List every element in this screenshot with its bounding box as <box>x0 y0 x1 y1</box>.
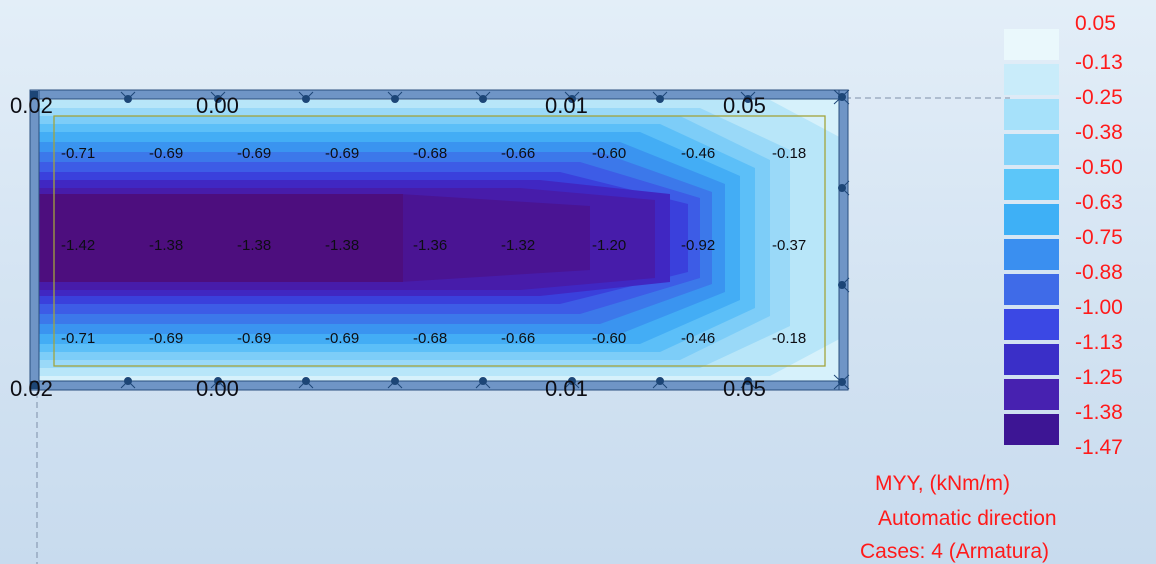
node-value: -0.18 <box>772 330 806 347</box>
node-value: -0.69 <box>237 330 271 347</box>
legend-level-label: -1.00 <box>1075 296 1123 319</box>
node-value: -0.69 <box>237 145 271 162</box>
edge-value-bottom: 0.02 <box>10 376 53 401</box>
supports-left <box>30 91 38 389</box>
node-value: -1.42 <box>61 237 95 254</box>
legend-swatch <box>1004 169 1059 200</box>
support-icon <box>298 91 314 103</box>
plate-edge-left[interactable] <box>29 89 40 391</box>
node-value: -0.37 <box>772 237 806 254</box>
support-icon <box>120 377 136 389</box>
legend-level-label: -1.38 <box>1075 401 1123 424</box>
legend-swatch <box>1004 344 1059 375</box>
plate-edge-right[interactable] <box>838 89 849 391</box>
node-value: -0.18 <box>772 145 806 162</box>
node-value: -0.66 <box>501 330 535 347</box>
support-icon <box>833 89 850 105</box>
legend-swatch <box>1004 239 1059 270</box>
legend-level-label: 0.05 <box>1075 12 1116 35</box>
legend-level-label: -1.25 <box>1075 366 1123 389</box>
support-icon <box>475 91 491 103</box>
legend-level-label: -1.13 <box>1075 331 1123 354</box>
node-values: -0.71 -0.69 -0.69 -0.69 -0.68 -0.66 -0.6… <box>61 145 806 347</box>
legend-swatch <box>1004 134 1059 165</box>
node-value: -0.71 <box>61 330 95 347</box>
legend-level-label: -0.25 <box>1075 86 1123 109</box>
supports-bottom <box>120 377 756 389</box>
legend-swatch <box>1004 204 1059 235</box>
support-icon <box>833 374 850 390</box>
legend-level-label: -0.13 <box>1075 51 1123 74</box>
node-value: -1.32 <box>501 237 535 254</box>
legend-level-label: -0.63 <box>1075 191 1123 214</box>
legend-swatch <box>1004 379 1059 410</box>
legend-swatch <box>1004 309 1059 340</box>
edge-values: 0.02 0.00 0.01 0.05 0.02 0.00 0.01 0.05 <box>10 93 766 401</box>
legend-swatch <box>1004 99 1059 130</box>
node-value: -0.68 <box>413 145 447 162</box>
panel-outline <box>53 115 826 367</box>
contour-band-min <box>37 194 403 282</box>
edge-value-top: 0.01 <box>545 93 588 118</box>
support-icon <box>838 180 850 196</box>
node-value: -1.38 <box>149 237 183 254</box>
edge-value-top: 0.05 <box>723 93 766 118</box>
node-value: -0.66 <box>501 145 535 162</box>
legend-level-label: -0.88 <box>1075 261 1123 284</box>
node-value: -0.69 <box>149 145 183 162</box>
support-icon <box>387 377 403 389</box>
legend-swatch <box>1004 29 1059 60</box>
node-value: -1.38 <box>237 237 271 254</box>
legend-swatch <box>1004 274 1059 305</box>
legend-level-label: -1.47 <box>1075 436 1123 459</box>
node-value: -0.69 <box>325 145 359 162</box>
support-icon <box>838 277 850 293</box>
edge-value-top: 0.00 <box>196 93 239 118</box>
legend-swatch <box>1004 64 1059 95</box>
node-value: -1.20 <box>592 237 626 254</box>
node-value: -0.60 <box>592 330 626 347</box>
support-icon <box>298 377 314 389</box>
legend-level-label: -0.38 <box>1075 121 1123 144</box>
support-icon <box>120 91 136 103</box>
support-icon <box>564 377 580 389</box>
supports-top <box>120 91 756 103</box>
support-icon <box>210 91 226 103</box>
result-cases-label: Cases: 4 (Armatura) <box>860 540 1050 563</box>
node-value: -0.69 <box>149 330 183 347</box>
node-value: -1.38 <box>325 237 359 254</box>
node-value: -0.69 <box>325 330 359 347</box>
result-quantity-label: MYY, (kNm/m) <box>875 472 1010 495</box>
legend-level-label: -0.75 <box>1075 226 1123 249</box>
support-icon <box>210 377 226 389</box>
edge-value-bottom: 0.00 <box>196 376 239 401</box>
node-value: -0.46 <box>681 145 715 162</box>
legend-level-label: -0.50 <box>1075 156 1123 179</box>
support-icon <box>740 377 756 389</box>
edge-value-bottom: 0.05 <box>723 376 766 401</box>
support-icon <box>652 91 668 103</box>
support-icon <box>30 381 38 389</box>
support-icon <box>564 91 580 103</box>
node-value: -0.60 <box>592 145 626 162</box>
supports-right <box>833 89 850 390</box>
legend-swatch <box>1004 414 1059 445</box>
support-icon <box>475 377 491 389</box>
node-value: -0.71 <box>61 145 95 162</box>
node-value: -0.92 <box>681 237 715 254</box>
support-icon <box>740 91 756 103</box>
support-icon <box>30 91 38 99</box>
support-icon <box>652 377 668 389</box>
support-icon <box>387 91 403 103</box>
result-direction-label: Automatic direction <box>878 507 1057 530</box>
edge-value-top: 0.02 <box>10 93 53 118</box>
edge-value-bottom: 0.01 <box>545 376 588 401</box>
node-value: -1.36 <box>413 237 447 254</box>
contour-map <box>37 92 845 384</box>
node-value: -0.46 <box>681 330 715 347</box>
node-value: -0.68 <box>413 330 447 347</box>
